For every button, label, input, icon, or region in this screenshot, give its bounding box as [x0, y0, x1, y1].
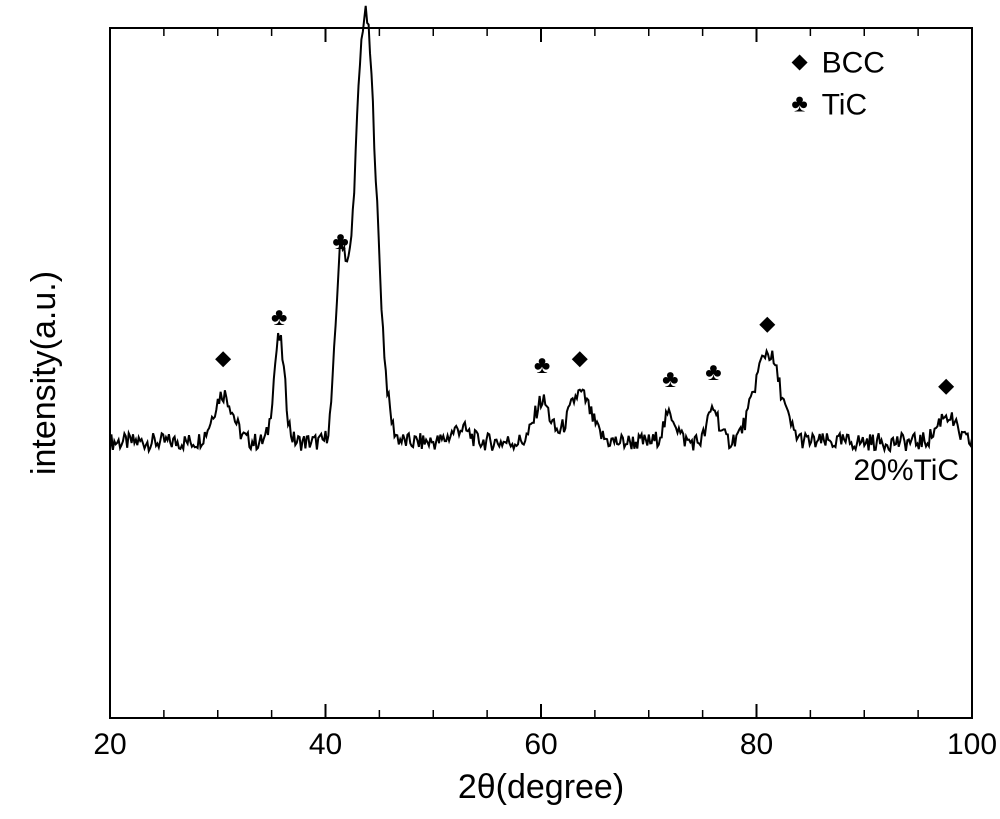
xrd-chart: 20 40 60 80 100 2θ(degree) intensity(a.u.) ♣ ♣ ♣ ♣…: [0, 0, 1000, 819]
x-tick-label: 100: [947, 728, 997, 761]
x-tick-label: 60: [524, 728, 557, 761]
club-icon: ♣: [271, 303, 287, 331]
club-icon: ♣: [662, 365, 678, 393]
club-icon: ♣: [705, 358, 721, 386]
x-tick-label: 20: [93, 728, 126, 761]
legend-label: TiC: [822, 89, 868, 122]
legend-label: BCC: [822, 47, 885, 80]
x-tick-label: 40: [309, 728, 342, 761]
x-tick-label: 80: [740, 728, 773, 761]
x-axis-title: 2θ(degree): [458, 768, 624, 806]
y-axis-title: intensity(a.u.): [25, 271, 63, 475]
club-icon: ♣: [332, 227, 348, 255]
club-icon: ♣: [791, 90, 807, 118]
sample-label: 20%TiC: [853, 454, 959, 487]
club-icon: ♣: [534, 351, 550, 379]
